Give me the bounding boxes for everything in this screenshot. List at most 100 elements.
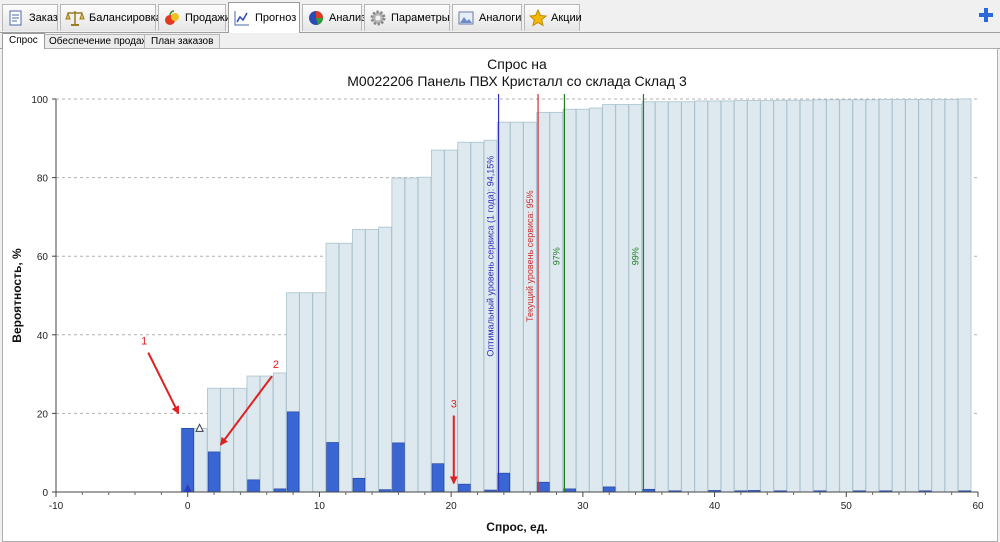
cumulative-bar — [430, 149, 445, 493]
service-level-label: Текущий уровень сервиса: 95% — [525, 190, 535, 322]
annotation-label: 3 — [451, 399, 457, 411]
chart-title-line-2: М0022206 Панель ПВХ Кристалл со склада С… — [347, 73, 687, 89]
tab-promotions-label: Акции — [551, 12, 582, 24]
x-tick-label: 10 — [314, 501, 326, 512]
tab-analysis[interactable]: Анализ — [302, 4, 366, 31]
y-tick-label: 40 — [37, 331, 49, 342]
cumulative-bar — [365, 229, 379, 493]
x-tick-label: 0 — [185, 501, 191, 512]
probability-bar — [247, 479, 260, 493]
cumulative-bar — [865, 99, 880, 493]
cumulative-bar — [299, 292, 313, 493]
x-tick-label: 50 — [841, 501, 853, 512]
cumulative-bar — [839, 99, 853, 493]
cumulative-bar — [417, 176, 432, 493]
cumulative-bar — [444, 149, 458, 493]
order-icon — [9, 10, 22, 26]
tab-order-label: Заказ — [29, 12, 58, 24]
tab-forecast[interactable]: Прогноз — [228, 2, 300, 33]
tab-sales-label: Продажи — [185, 12, 231, 24]
subtab-sales-provision[interactable]: Обеспечение продаж — [42, 34, 156, 48]
annotation-label: 2 — [273, 359, 279, 371]
y-tick-label: 0 — [42, 488, 48, 499]
x-axis-title: Спрос, ед. — [486, 520, 547, 534]
cumulative-bar — [733, 100, 748, 493]
add-icon[interactable] — [978, 7, 994, 23]
cumulative-bar — [470, 141, 485, 493]
cumulative-bar — [351, 229, 366, 493]
chart-title-line-1: Спрос на — [487, 56, 547, 72]
image-icon — [458, 11, 474, 25]
probability-bar — [458, 483, 471, 493]
cumulative-bar — [799, 99, 814, 493]
scales-icon — [65, 11, 85, 26]
probability-bar — [497, 472, 511, 493]
current-stock-marker-icon — [183, 484, 192, 492]
probability-bar — [392, 442, 405, 493]
cumulative-bar — [707, 100, 722, 493]
chart-icon — [234, 11, 249, 26]
annotation-arrow — [219, 375, 273, 446]
main-tab-bar: Заказ Балансировка Продажи Прогноз Анали… — [0, 0, 1000, 33]
sub-tab-bar: Спрос Обеспечение продаж План заказов — [0, 33, 1000, 49]
tab-promotions[interactable]: Акции — [524, 4, 582, 31]
cumulative-bar — [694, 100, 708, 493]
cumulative-bar — [457, 141, 471, 493]
cumulative-bar — [878, 98, 893, 493]
cumulative-bar — [510, 121, 524, 493]
probability-bar — [326, 442, 339, 493]
y-tick-label: 80 — [37, 174, 49, 185]
cumulative-bar — [615, 104, 629, 493]
cumulative-bar — [312, 292, 327, 493]
probability-bar — [431, 463, 445, 493]
cumulative-bar — [668, 101, 682, 493]
cumulative-bar — [654, 101, 669, 493]
x-tick-label: -10 — [49, 501, 64, 512]
annotation-arrow — [147, 352, 180, 415]
cumulative-bar — [628, 104, 643, 493]
cumulative-bar — [826, 99, 840, 493]
forecast-marker-icon — [195, 423, 204, 432]
cumulative-bar — [905, 98, 919, 493]
pie-chart-icon — [309, 11, 323, 25]
cumulative-bar — [773, 99, 788, 493]
cumulative-bar — [852, 99, 867, 493]
tab-analogs[interactable]: Аналоги — [452, 4, 522, 31]
tab-sales[interactable]: Продажи — [158, 4, 231, 31]
tab-analogs-label: Аналоги — [479, 12, 522, 24]
fruit-icon — [165, 10, 179, 25]
cumulative-bar — [786, 99, 801, 493]
cumulative-bar — [957, 98, 972, 493]
star-icon — [529, 9, 547, 27]
service-level-label: 99% — [630, 247, 640, 265]
y-tick-label: 60 — [37, 252, 49, 263]
tab-parameters-label: Параметры — [391, 12, 450, 24]
cumulative-bar — [193, 427, 208, 493]
tab-balancing[interactable]: Балансировка — [60, 4, 162, 31]
cumulative-bar — [378, 226, 392, 493]
cumulative-bar — [918, 98, 932, 493]
y-axis-title: Вероятность, % — [10, 248, 24, 343]
tab-parameters[interactable]: Параметры — [364, 4, 450, 31]
cumulative-bar — [536, 111, 550, 493]
cumulative-bar — [720, 100, 735, 493]
probability-bar — [602, 486, 616, 493]
probability-bar — [352, 477, 366, 493]
cumulative-bar — [760, 100, 774, 493]
cumulative-bar — [931, 98, 946, 493]
probability-bar — [207, 451, 221, 493]
tab-analysis-label: Анализ — [329, 12, 367, 24]
cumulative-bar — [338, 242, 353, 493]
subtab-order-plan[interactable]: План заказов — [144, 34, 221, 48]
subtab-demand[interactable]: Спрос — [2, 33, 45, 49]
gear-icon — [370, 10, 386, 26]
cumulative-bar — [272, 372, 287, 493]
cumulative-bar — [681, 101, 695, 493]
cumulative-bar — [812, 99, 827, 493]
probability-bar — [181, 428, 194, 493]
cumulative-bar — [575, 108, 590, 493]
cumulative-bar — [944, 98, 959, 493]
cumulative-bar — [404, 177, 419, 493]
tab-order[interactable]: Заказ — [2, 4, 58, 31]
annotation-label: 1 — [141, 336, 147, 348]
